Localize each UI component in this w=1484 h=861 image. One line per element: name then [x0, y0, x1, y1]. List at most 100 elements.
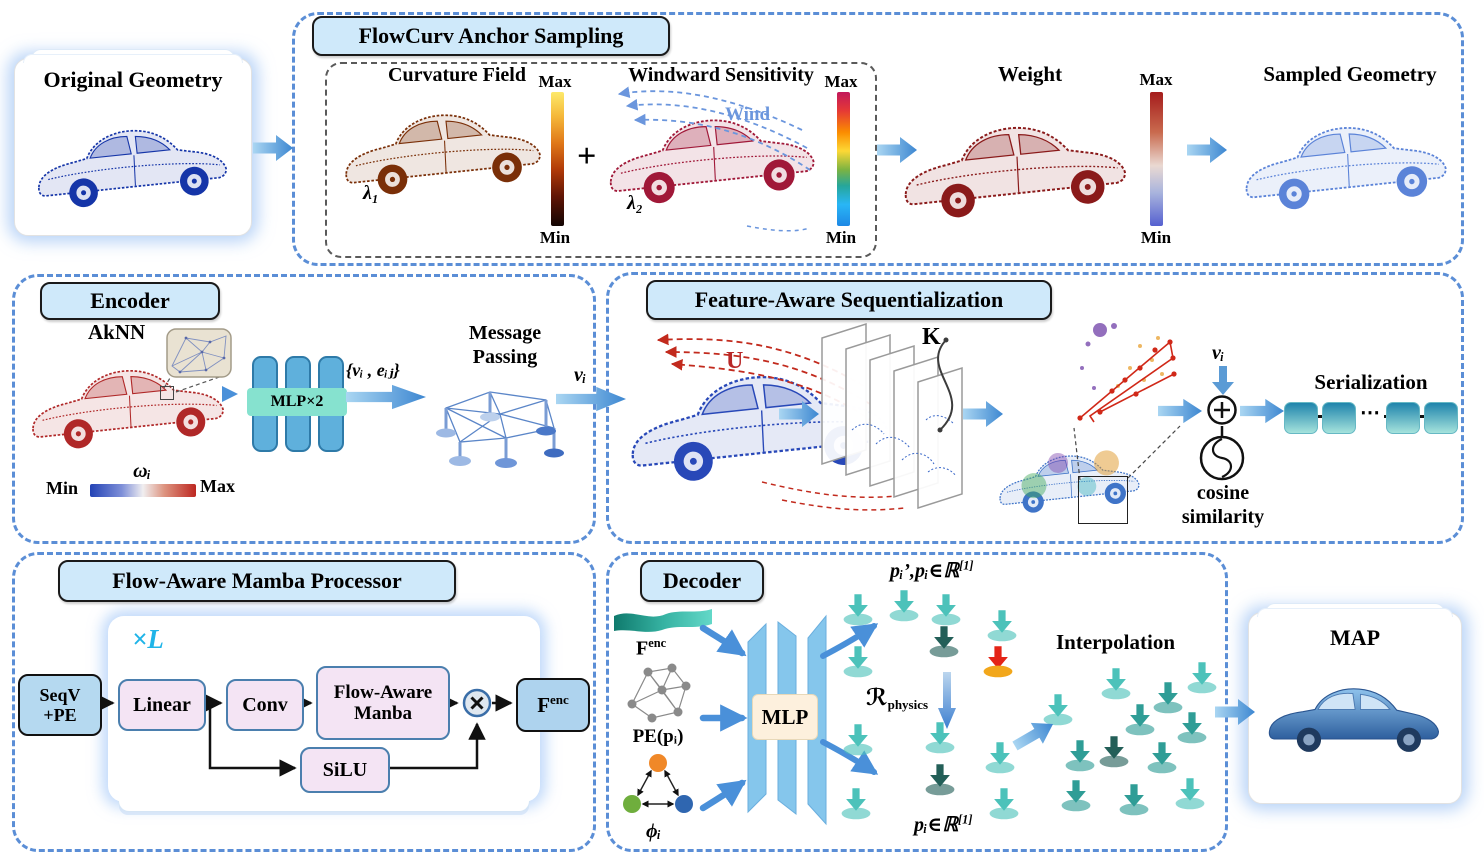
flow-arrow — [779, 401, 819, 427]
message-passing-label-1: Message — [468, 322, 542, 344]
pin-icon-dark — [929, 626, 959, 658]
vi-out-label: vᵢ — [574, 364, 587, 386]
serialization-label: Serialization — [1314, 370, 1428, 394]
vi-down-arrow — [1212, 366, 1234, 395]
pin-icon — [889, 590, 919, 622]
out-bottom-label: pᵢ∈ℝ[1] — [914, 812, 973, 836]
seqv-line2: +PE — [43, 705, 77, 725]
pin-icon — [841, 788, 871, 820]
wind-label: Wind — [725, 104, 771, 125]
aknn-mesh-inset — [166, 328, 232, 378]
wind-streamlines — [617, 86, 811, 232]
cosine-label-2: similarity — [1181, 506, 1265, 528]
serialization-block — [1386, 402, 1420, 434]
aknn-patch-square — [160, 386, 174, 400]
flow-arrow — [1012, 722, 1054, 751]
decoder-input-arrows — [699, 624, 748, 812]
serialization-dots: ⋯ — [1356, 400, 1384, 425]
u-streamlines — [656, 333, 905, 511]
pin-icon — [1187, 662, 1217, 694]
interpolation-label: Interpolation — [1056, 630, 1176, 654]
flow-arrow — [1240, 398, 1284, 424]
curvature-colorbar — [551, 92, 564, 226]
decoder-panel — [606, 552, 1228, 852]
encoder-title: Encoder — [40, 282, 220, 320]
decoder-fenc-label: Fenc — [636, 636, 667, 660]
pin-icon — [1147, 742, 1177, 774]
weight-title: Weight — [997, 62, 1063, 86]
map-card: MAP — [1248, 603, 1462, 804]
k-label: K — [922, 324, 941, 350]
fenc-ribbon — [614, 609, 712, 632]
flowcurv-panel — [292, 12, 1464, 266]
manba-line2: Manba — [353, 703, 413, 724]
out-top-label: pᵢ’,pᵢ∈ℝ[1] — [890, 558, 974, 582]
curvature-bar-max: Max — [538, 72, 572, 91]
flow-arrow — [253, 135, 293, 161]
pin-icon — [931, 594, 961, 626]
rainbow-car — [995, 448, 1142, 517]
encoder-panel — [12, 274, 596, 544]
windward-bar-min: Min — [825, 228, 857, 247]
flow-arrow — [1215, 699, 1255, 725]
sequentialization-title: Feature-Aware Sequentialization — [646, 280, 1052, 320]
omega-colorbar — [90, 484, 196, 497]
r-physics-arrow — [938, 672, 956, 729]
flow-arrow — [1187, 137, 1227, 163]
pin-icon — [1061, 780, 1091, 812]
silu-box: SiLU — [300, 747, 390, 793]
curvature-bar-min: Min — [539, 228, 571, 247]
original-geometry-card: Original Geometry — [14, 49, 252, 236]
windward-bar-max: Max — [824, 72, 858, 91]
vi-pe-label: vᵢ — [1212, 342, 1225, 364]
lambda1-label: λ₁ — [363, 182, 379, 204]
seqv-pe-box: SeqV +PE — [18, 674, 102, 736]
flowcurv-inner-box: Curvature Field λ₁ Max Min + Windward Se… — [325, 62, 877, 258]
pin-icon-dark — [1099, 736, 1129, 768]
decoder-output-arrows — [820, 623, 879, 775]
vi-flow-arrow — [556, 386, 626, 412]
pin-icon — [989, 788, 1019, 820]
pin-icon — [987, 610, 1017, 642]
conv-box: Conv — [226, 679, 304, 731]
pin-icon — [1175, 778, 1205, 810]
serialization-block — [1322, 402, 1356, 434]
decoder-title: Decoder — [640, 560, 764, 602]
patch-connector — [1073, 425, 1181, 481]
omega-label: ωᵢ — [133, 460, 151, 482]
mamba-panel — [12, 552, 596, 852]
serialization-block — [1284, 402, 1318, 434]
windward-title: Windward Sensitivity — [628, 64, 814, 86]
mamba-title: Flow-Aware Mamba Processor — [58, 560, 456, 602]
lambda2-label: λ₂ — [627, 192, 643, 214]
weight-colorbar — [1150, 92, 1163, 226]
seqv-line1: SeqV — [39, 684, 81, 705]
triangle-arrow-icon — [222, 386, 238, 402]
weight-bar-max: Max — [1139, 70, 1173, 89]
windward-colorbar — [837, 92, 850, 226]
plus-circle-icon — [1207, 395, 1237, 425]
linear-box: Linear — [118, 679, 206, 731]
aknn-label: AkNN — [88, 320, 146, 344]
cosine-label-1: cosine — [1196, 482, 1250, 504]
edge-set-label: {vᵢ , eᵢⱼ} — [346, 360, 400, 380]
pin-icon — [843, 724, 873, 756]
sampled-geometry-title: Sampled Geometry — [1263, 62, 1437, 86]
flow-arrow — [346, 384, 426, 410]
omega-bar-min: Min — [46, 478, 79, 498]
original-geometry-title: Original Geometry — [43, 67, 223, 92]
manba-line1: Flow-Aware — [333, 681, 433, 703]
fenc-box: Fenc — [516, 678, 590, 732]
flow-arrow — [1158, 398, 1202, 424]
r-physics-label: ℛphysics — [866, 684, 929, 713]
flow-arrow — [877, 137, 917, 163]
map-title: MAP — [1329, 625, 1381, 650]
pe-graph-icon — [627, 663, 691, 723]
multiply-circle-icon — [462, 688, 492, 718]
message-passing-label-2: Passing — [472, 346, 538, 368]
map-car — [1268, 688, 1439, 753]
weight-bar-min: Min — [1140, 228, 1172, 247]
red-pin-icon — [983, 646, 1013, 678]
phi-label: ϕᵢ — [646, 820, 661, 842]
